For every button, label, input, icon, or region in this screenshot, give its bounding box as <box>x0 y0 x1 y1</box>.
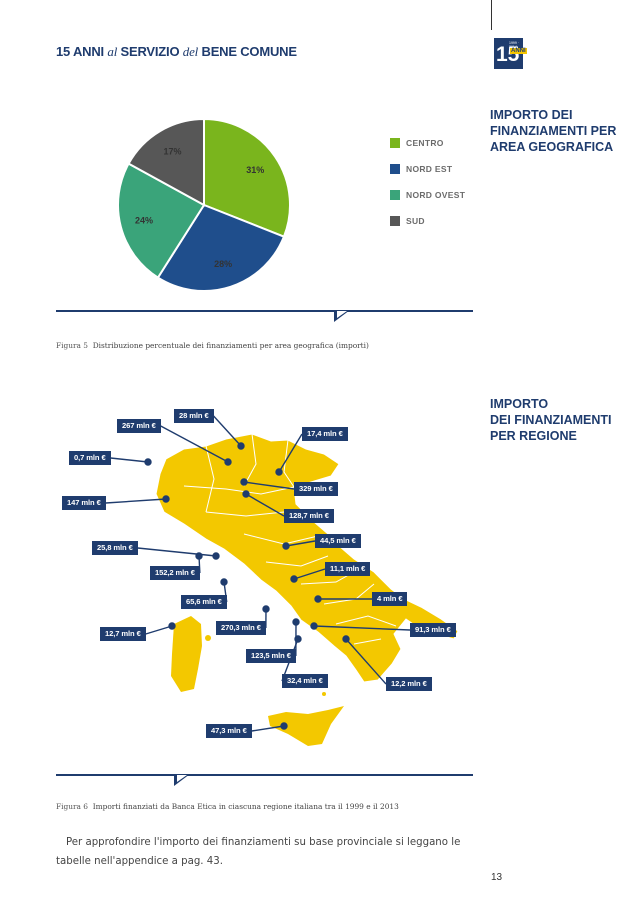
leader-dot <box>280 722 288 730</box>
pie-slice-label: 17% <box>163 147 181 157</box>
page-number: 13 <box>491 872 503 883</box>
figure-caption: Figura 5 Distribuzione percentuale dei f… <box>56 341 369 350</box>
leader-line <box>278 433 303 473</box>
region-amount-label: 270,3 mln € <box>216 621 266 635</box>
region-amount-label: 25,8 mln € <box>92 541 138 555</box>
leader-line <box>285 540 316 547</box>
legend-label: SUD <box>406 216 425 226</box>
region-amount-label: 17,4 mln € <box>302 427 348 441</box>
leader-dot <box>294 635 302 643</box>
pie-slice-nord-ovest <box>117 162 206 279</box>
legend-swatch <box>390 190 400 200</box>
leader-line <box>245 493 285 517</box>
running-header: 15 ANNI al SERVIZIO del BENE COMUNE <box>56 44 297 59</box>
leader-dot <box>292 618 300 626</box>
pie-slice-label: 24% <box>135 215 153 225</box>
leader-dot <box>240 478 248 486</box>
italy-mainland <box>155 433 459 683</box>
region-amount-label: 11,1 mln € <box>325 562 371 576</box>
body-paragraph: Per approfondire l'importo dei finanziam… <box>56 837 461 867</box>
region-amount-label: 4 mln € <box>372 592 408 606</box>
leader-dot <box>282 542 290 550</box>
italy-map <box>105 415 459 746</box>
leader-dot <box>168 622 176 630</box>
region-amount-label: 65,6 mln € <box>181 595 227 609</box>
pie-slice-label: 28% <box>214 259 232 269</box>
callout-notch <box>174 774 190 786</box>
pie-chart: 31% 28% 24% 17% <box>117 117 291 292</box>
leader-line <box>313 625 411 631</box>
leader-dot <box>242 490 250 498</box>
region-amount-label: 28 mln € <box>174 409 214 423</box>
pie-chart-panel: 31% 28% 24% 17% CENTRO NORD EST NORD OVEST SUD <box>56 110 473 312</box>
region-amount-label: 12,2 mln € <box>386 677 432 691</box>
leader-dot <box>262 605 270 613</box>
pie-slice-nord-est <box>156 203 286 292</box>
leader-dot <box>290 575 298 583</box>
leader-line <box>345 638 387 685</box>
legend-label: CENTRO <box>406 138 444 148</box>
figure-caption: Figura 6 Importi finanziati da Banca Eti… <box>56 802 399 811</box>
region-amount-label: 47,3 mln € <box>206 724 252 738</box>
region-amount-label: 329 mln € <box>294 482 338 496</box>
leader-dot <box>195 552 203 560</box>
leader-line <box>243 481 295 490</box>
leader-dot <box>224 458 232 466</box>
pie-slice-centro <box>203 117 291 238</box>
leader-dot <box>310 622 318 630</box>
anniversary-logo: 1999 · 2014 15 ANNI <box>494 38 527 69</box>
region-amount-label: 44,5 mln € <box>315 534 361 548</box>
leader-line <box>293 568 326 580</box>
legend-label: NORD EST <box>406 164 453 174</box>
sicily <box>268 706 344 746</box>
leader-line <box>160 425 229 463</box>
callout-notch <box>334 310 350 322</box>
leader-line <box>110 457 149 463</box>
region-amount-label: 32,4 mln € <box>282 674 328 688</box>
legend-swatch <box>390 138 400 148</box>
region-amount-label: 0,7 mln € <box>69 451 111 465</box>
region-amount-label: 147 mln € <box>62 496 106 510</box>
leader-line <box>213 415 242 447</box>
leader-dot <box>212 552 220 560</box>
region-amount-label: 12,7 mln € <box>100 627 146 641</box>
pie-slice-label: 31% <box>246 165 264 175</box>
legend-swatch <box>390 164 400 174</box>
leader-line <box>251 725 285 732</box>
leader-dot <box>342 635 350 643</box>
leader-dot <box>275 468 283 476</box>
leader-line <box>105 498 167 504</box>
small-islands <box>205 635 326 696</box>
sardinia <box>171 616 202 692</box>
region-amount-label: 128,7 mln € <box>284 509 334 523</box>
leader-line <box>145 625 173 635</box>
region-amount-label: 267 mln € <box>117 419 161 433</box>
leader-dot <box>162 495 170 503</box>
leader-dot <box>144 458 152 466</box>
legend-swatch <box>390 216 400 226</box>
region-amount-label: 152,2 mln € <box>150 566 200 580</box>
section-heading-area: IMPORTO DEI FINANZIAMENTI PER AREA GEOGR… <box>490 108 617 154</box>
top-divider-line <box>491 0 492 30</box>
leader-line <box>137 547 217 557</box>
section-heading-region: IMPORTO DEI FINANZIAMENTI PER REGIONE <box>490 397 612 443</box>
legend-label: NORD OVEST <box>406 190 466 200</box>
leader-dot <box>314 595 322 603</box>
leader-dot <box>237 442 245 450</box>
region-amount-label: 123,5 mln € <box>246 649 296 663</box>
region-amount-label: 91,3 mln € <box>410 623 456 637</box>
pie-slice-sud <box>127 117 205 207</box>
leader-dot <box>220 578 228 586</box>
map-panel: 28 mln € 267 mln € 17,4 mln € 0,7 mln € 329 … <box>56 394 473 776</box>
